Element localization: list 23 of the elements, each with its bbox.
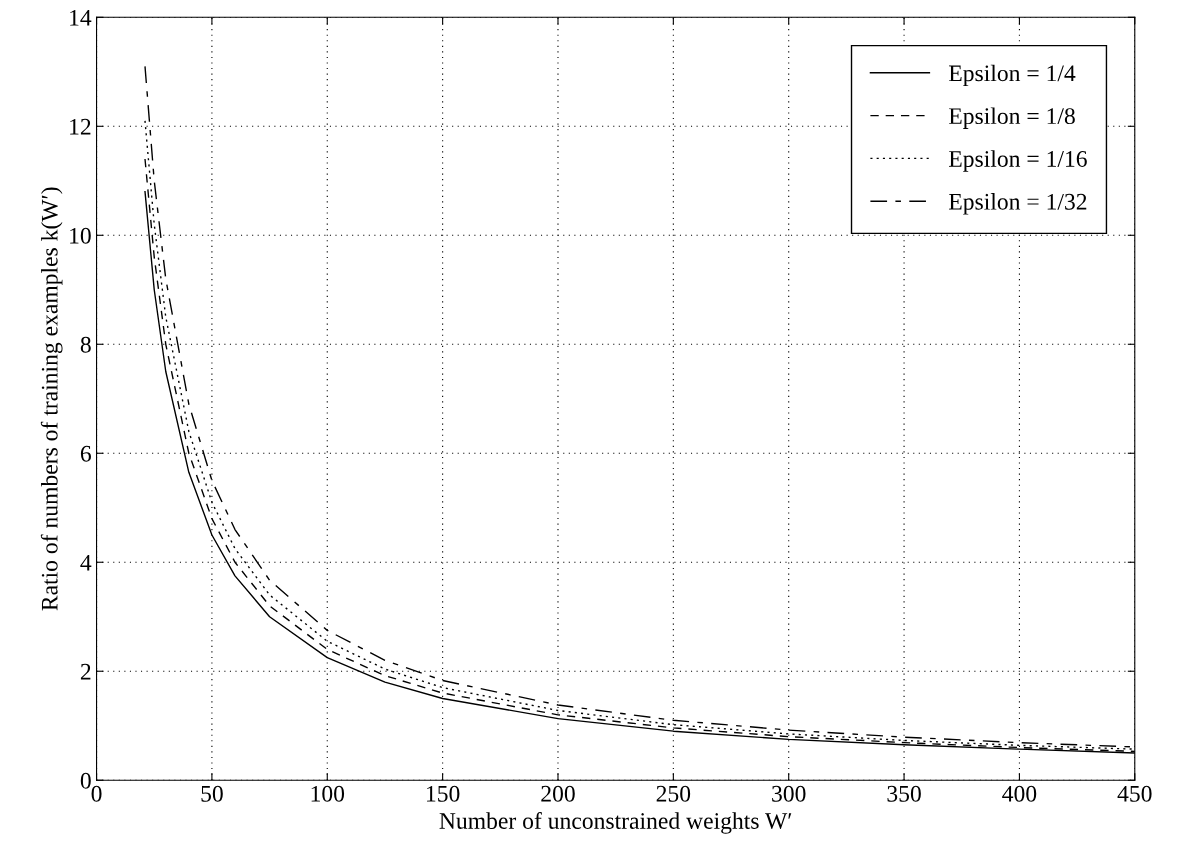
y-tick-label: 4: [80, 554, 92, 571]
legend-label: Epsilon = 1/4: [949, 64, 1076, 87]
y-tick-label: 14: [70, 9, 92, 26]
x-tick-label: 400: [1002, 785, 1037, 802]
x-tick-label: 50: [201, 785, 223, 802]
x-tick-label: 250: [656, 785, 691, 802]
y-axis-title: Ratio of numbers of training examples k(W′): [40, 187, 63, 611]
x-axis-title: Number of unconstrained weights W′: [439, 812, 792, 834]
legend-label: Epsilon = 1/8: [949, 107, 1075, 129]
y-tick-label: 10: [70, 227, 91, 244]
x-tick-label: 300: [772, 785, 806, 802]
x-tick-label: 450: [1117, 785, 1152, 802]
y-tick-label: 8: [80, 336, 91, 353]
x-tick-label: 350: [887, 785, 921, 802]
y-tick-label: 12: [70, 118, 91, 135]
y-tick-label: 0: [80, 772, 91, 789]
x-tick-label: 100: [311, 785, 345, 802]
y-tick-label: 2: [80, 663, 91, 680]
x-tick-label: 200: [541, 785, 575, 802]
x-tick-label: 150: [427, 785, 460, 802]
legend-label: Epsilon = 1/32: [949, 193, 1087, 215]
y-tick-label: 6: [80, 445, 91, 462]
legend-label: Epsilon = 1/16: [949, 150, 1087, 172]
